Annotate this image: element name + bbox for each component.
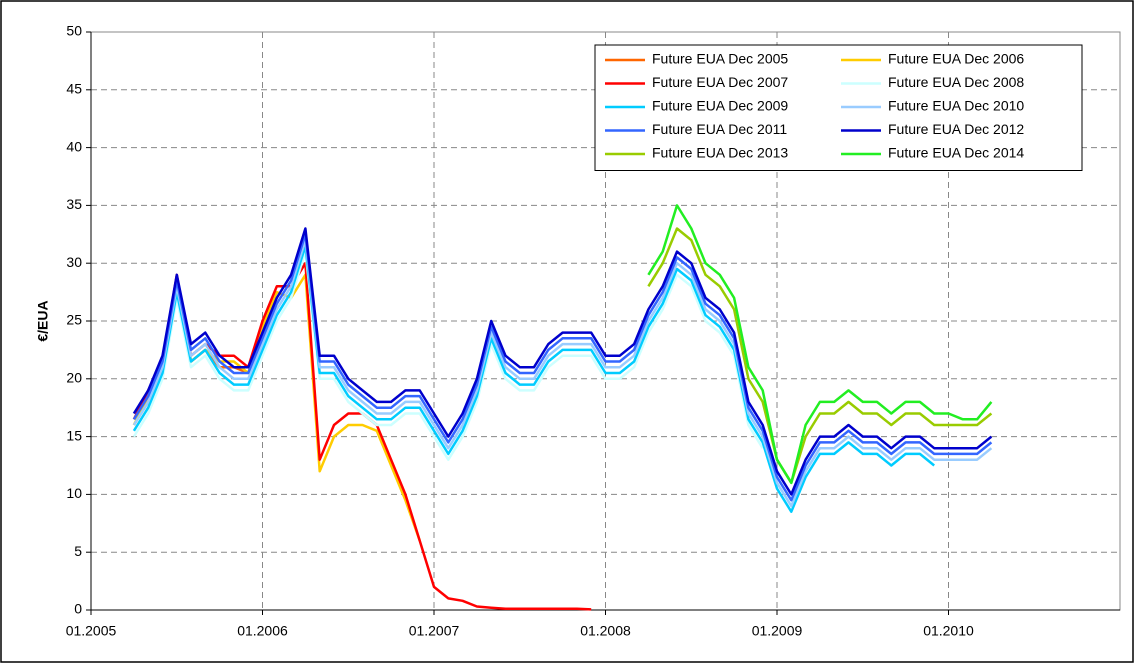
series-line xyxy=(647,204,993,485)
x-tick-label: 01.2005 xyxy=(66,623,117,639)
legend-label: Future EUA Dec 2010 xyxy=(888,98,1024,114)
y-tick-label: 25 xyxy=(66,312,82,328)
legend-label: Future EUA Dec 2007 xyxy=(652,74,788,90)
legend-label: Future EUA Dec 2005 xyxy=(652,51,788,67)
series-line xyxy=(647,227,993,485)
legend-label: Future EUA Dec 2008 xyxy=(888,74,1024,90)
legend-box xyxy=(594,44,1083,171)
y-tick-label: 30 xyxy=(66,254,82,270)
series-line xyxy=(132,233,993,502)
x-tick-label: 01.2009 xyxy=(752,623,803,639)
x-tick-label: 01.2008 xyxy=(580,623,631,639)
legend-label: Future EUA Dec 2011 xyxy=(652,121,787,137)
y-tick-label: 5 xyxy=(74,543,82,559)
y-tick-label: 40 xyxy=(66,138,82,154)
series-line xyxy=(132,250,764,461)
x-tick-label: 01.2010 xyxy=(923,623,974,639)
series-line xyxy=(132,227,993,496)
x-tick-label: 01.2006 xyxy=(237,623,288,639)
series-line xyxy=(132,244,935,513)
legend-label: Future EUA Dec 2013 xyxy=(652,145,788,161)
series-line xyxy=(132,238,993,508)
legend-label: Future EUA Dec 2006 xyxy=(888,51,1024,67)
y-tick-label: 20 xyxy=(66,370,82,386)
y-tick-label: 35 xyxy=(66,196,82,212)
legend-label: Future EUA Dec 2009 xyxy=(652,98,788,114)
legend-label: Future EUA Dec 2012 xyxy=(888,121,1024,137)
y-tick-label: 50 xyxy=(66,23,82,39)
y-tick-label: 10 xyxy=(66,485,82,501)
y-axis-label: €/EUA xyxy=(35,300,51,341)
y-tick-label: 15 xyxy=(66,427,82,443)
legend-label: Future EUA Dec 2014 xyxy=(888,145,1024,161)
y-tick-label: 0 xyxy=(74,601,82,617)
x-tick-label: 01.2007 xyxy=(409,623,460,639)
y-tick-label: 45 xyxy=(66,81,82,97)
